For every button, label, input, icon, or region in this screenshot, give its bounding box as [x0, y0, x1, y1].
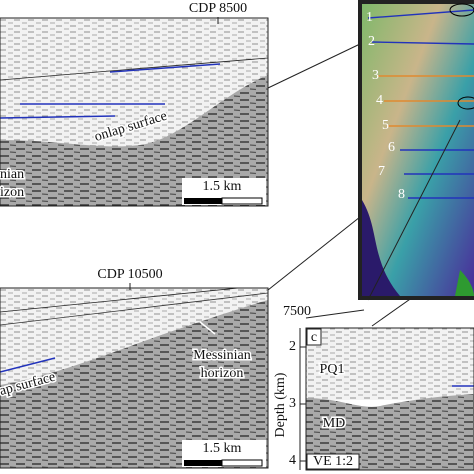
line-number: 7 — [378, 164, 385, 179]
line-number: 4 — [376, 93, 383, 108]
line-number: 1 — [366, 10, 373, 25]
line-number: 5 — [382, 118, 389, 133]
panel-letter: c — [311, 330, 317, 345]
line-number: 8 — [398, 187, 405, 202]
depth-tick-label: 3 — [289, 396, 296, 411]
line-number: 6 — [388, 140, 395, 155]
unit-label: PQ1 — [320, 362, 345, 377]
horizon-label: nian — [0, 167, 24, 182]
line-number: 3 — [372, 68, 379, 83]
line-number: 2 — [368, 34, 375, 49]
cdp-label: CDP 8500 — [189, 1, 247, 16]
ve-label: VE 1:2 — [313, 454, 353, 469]
scale-bar — [221, 459, 263, 467]
panel-b-frame — [0, 287, 269, 469]
depth-tick-label: 4 — [289, 453, 296, 468]
seismic-panel-c — [306, 328, 474, 470]
cdp-label: CDP 10500 — [97, 267, 162, 282]
panel-a-frame — [0, 17, 269, 207]
depth-tick-label: 2 — [289, 339, 296, 354]
panel-letter-box — [306, 328, 322, 346]
scale-label: 1.5 km — [203, 179, 242, 194]
horizon-label: izon — [0, 185, 24, 200]
panel-c-frame — [305, 327, 474, 471]
connector — [267, 212, 366, 291]
horizon-label: Messinian — [193, 348, 251, 363]
connector — [305, 309, 365, 319]
scale-bar — [221, 197, 263, 205]
horizon-label: horizon — [201, 366, 244, 381]
cdp-label: 7500 — [283, 304, 311, 319]
ve-box — [306, 453, 360, 470]
unit-label: MD — [323, 416, 346, 431]
scale-label: 1.5 km — [203, 441, 242, 456]
scale-bar — [184, 460, 222, 466]
seismic-panel-a — [0, 18, 268, 206]
scale-bar — [184, 198, 222, 204]
connector — [267, 43, 361, 89]
map — [358, 0, 474, 301]
pointer — [199, 321, 216, 335]
axis-label: Depth (km) — [273, 372, 288, 437]
seismic-panel-b — [0, 288, 268, 468]
